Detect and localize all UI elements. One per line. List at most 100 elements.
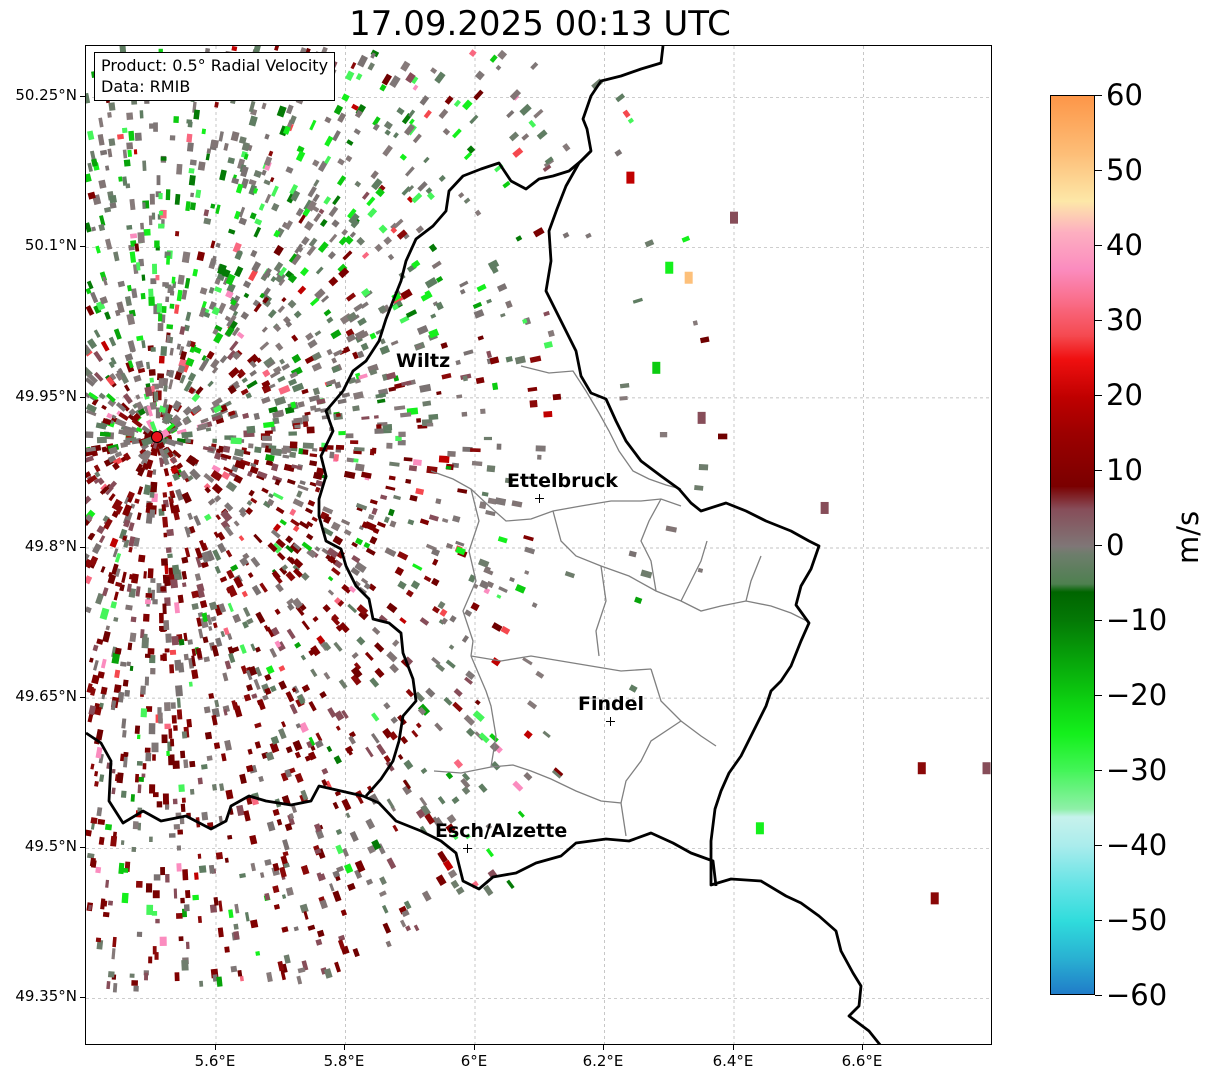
echo-gate <box>352 351 359 360</box>
echo-gate <box>474 70 485 81</box>
echo-gate <box>432 606 440 614</box>
echo-gate <box>390 716 399 724</box>
echo-gate <box>281 221 288 228</box>
echo-gate <box>383 516 390 524</box>
echo-gate <box>270 463 279 472</box>
echo-gate <box>172 798 178 805</box>
echo-gate <box>94 780 99 787</box>
echo-gate <box>230 299 237 306</box>
echo-gate <box>287 603 295 611</box>
echo-gate <box>452 128 462 139</box>
echo-gate <box>479 501 487 510</box>
product-info-box: Product: 0.5° Radial Velocity Data: RMIB <box>94 52 336 101</box>
echo-gate <box>265 665 275 675</box>
echo-gate <box>166 371 174 377</box>
echo-gate <box>285 887 294 897</box>
echo-gate <box>489 54 498 63</box>
echo-gate <box>294 751 302 759</box>
echo-gate <box>105 165 110 171</box>
echo-gate <box>191 602 199 610</box>
echo-gate <box>148 296 155 306</box>
echo-gate <box>347 882 356 891</box>
echo-gate <box>266 821 276 832</box>
echo-gate <box>95 937 102 943</box>
echo-gate <box>247 572 254 579</box>
echo-gate <box>160 586 166 592</box>
echo-gate <box>461 634 470 643</box>
echo-gate <box>165 547 172 554</box>
echo-gate <box>283 954 291 964</box>
radar-map[interactable] <box>85 45 992 1045</box>
echo-gate <box>274 409 285 418</box>
echo-gate <box>232 455 244 462</box>
echo-gate <box>332 535 344 546</box>
echo-gate <box>251 261 262 273</box>
echo-gate <box>245 796 253 805</box>
echo-gate <box>254 646 261 653</box>
echo-gate <box>141 274 146 281</box>
echo-gate <box>312 447 318 452</box>
echo-gate <box>189 159 197 166</box>
echo-gate <box>264 193 272 204</box>
echo-gate <box>203 513 212 522</box>
echo-gate <box>202 636 209 644</box>
echo-gate <box>333 641 343 652</box>
echo-gate <box>323 968 333 979</box>
echo-gate <box>123 452 132 461</box>
echo-gate <box>211 414 222 422</box>
echo-gate <box>358 373 368 380</box>
echo-gate <box>226 569 235 580</box>
echo-gate <box>253 169 262 178</box>
echo-cell <box>820 501 829 514</box>
echo-gate <box>335 624 343 632</box>
echo-gate <box>419 383 432 393</box>
echo-gate <box>250 643 256 652</box>
echo-gate <box>384 547 397 558</box>
echo-gate <box>214 324 223 332</box>
echo-gate <box>86 403 97 413</box>
echo-gate <box>235 183 244 194</box>
echo-gate <box>159 612 164 624</box>
echo-gate <box>509 89 522 101</box>
echo-gate <box>285 746 293 754</box>
echo-gate <box>236 804 245 817</box>
echo-gate <box>162 282 169 287</box>
echo-gate <box>330 616 341 626</box>
echo-gate <box>204 731 213 740</box>
echo-gate <box>231 326 241 337</box>
echo-gate <box>338 679 348 690</box>
echo-gate <box>142 462 150 470</box>
echo-gate <box>246 380 258 389</box>
echo-gate <box>225 273 236 286</box>
echo-gate <box>354 109 363 119</box>
echo-gate <box>246 353 260 366</box>
echo-gate <box>217 445 224 453</box>
echo-gate <box>269 647 278 658</box>
echo-gate <box>378 224 388 234</box>
echo-gate <box>164 723 171 730</box>
echo-gate <box>253 678 261 690</box>
echo-gate <box>151 385 156 394</box>
echo-gate <box>115 402 127 412</box>
echo-gate <box>292 558 304 569</box>
echo-gate <box>326 316 334 324</box>
echo-gate <box>489 733 499 743</box>
lat-tick-label: 50.1°N <box>24 236 77 254</box>
echo-gate <box>360 471 372 479</box>
echo-gate <box>225 549 233 558</box>
echo-gate <box>162 793 169 805</box>
echo-gate <box>476 283 487 293</box>
echo-gate <box>224 946 230 953</box>
echo-gate <box>432 301 439 307</box>
echo-gate <box>97 671 105 679</box>
echo-gate <box>619 383 630 389</box>
echo-cell <box>665 261 674 274</box>
echo-gate <box>189 468 201 481</box>
echo-gate <box>212 622 218 629</box>
echo-cell <box>982 762 991 775</box>
echo-gate <box>270 426 276 432</box>
echo-gate <box>472 301 483 310</box>
echo-gate <box>374 667 385 679</box>
echo-gate <box>170 466 179 474</box>
radar-site-marker <box>150 430 163 443</box>
